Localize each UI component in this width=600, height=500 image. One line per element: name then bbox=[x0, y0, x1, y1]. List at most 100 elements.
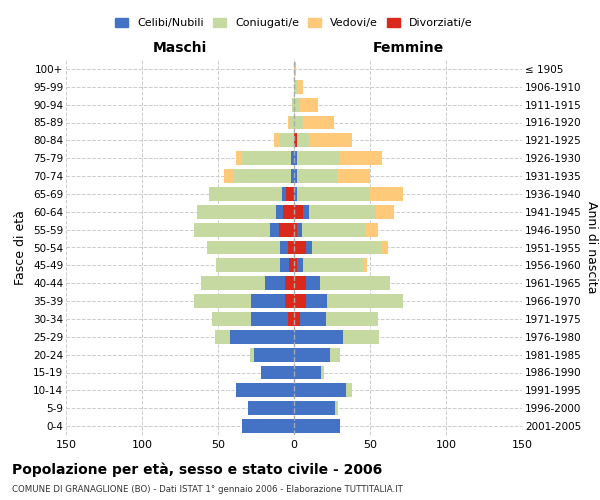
Bar bbox=[309, 205, 376, 219]
Bar bbox=[306, 276, 320, 290]
Bar bbox=[212, 312, 251, 326]
Bar bbox=[294, 366, 322, 380]
Bar bbox=[288, 312, 294, 326]
Bar bbox=[280, 240, 288, 254]
Bar bbox=[294, 116, 303, 130]
Bar bbox=[382, 240, 388, 254]
Bar bbox=[294, 80, 297, 94]
Bar bbox=[289, 116, 294, 130]
Bar bbox=[294, 134, 297, 147]
Bar bbox=[260, 366, 294, 380]
Bar bbox=[326, 312, 377, 326]
Bar bbox=[306, 240, 312, 254]
Bar bbox=[370, 187, 403, 201]
Bar bbox=[364, 258, 367, 272]
Bar bbox=[376, 205, 394, 219]
Bar bbox=[209, 187, 282, 201]
Y-axis label: Anni di nascita: Anni di nascita bbox=[585, 201, 598, 294]
Bar bbox=[309, 134, 352, 147]
Bar bbox=[280, 258, 289, 272]
Bar bbox=[294, 98, 300, 112]
Bar bbox=[320, 276, 390, 290]
Bar bbox=[303, 205, 309, 219]
Bar bbox=[224, 169, 233, 183]
Bar bbox=[294, 169, 297, 183]
Bar bbox=[288, 240, 294, 254]
Bar bbox=[297, 169, 337, 183]
Bar bbox=[297, 80, 303, 94]
Bar bbox=[291, 169, 294, 183]
Bar bbox=[297, 222, 302, 236]
Bar bbox=[297, 151, 340, 165]
Bar bbox=[217, 258, 280, 272]
Bar bbox=[294, 312, 300, 326]
Bar bbox=[289, 258, 294, 272]
Bar bbox=[302, 222, 365, 236]
Bar bbox=[300, 98, 319, 112]
Bar bbox=[294, 240, 306, 254]
Bar bbox=[280, 134, 294, 147]
Bar bbox=[343, 330, 379, 344]
Bar bbox=[286, 187, 294, 201]
Bar bbox=[297, 258, 303, 272]
Text: Femmine: Femmine bbox=[373, 40, 443, 54]
Bar bbox=[248, 401, 294, 415]
Bar bbox=[331, 348, 340, 362]
Bar bbox=[306, 294, 328, 308]
Bar bbox=[215, 330, 230, 344]
Bar bbox=[276, 205, 283, 219]
Bar bbox=[294, 294, 306, 308]
Bar bbox=[230, 330, 294, 344]
Bar bbox=[208, 240, 280, 254]
Bar bbox=[346, 384, 352, 398]
Bar bbox=[294, 62, 296, 76]
Bar bbox=[292, 98, 294, 112]
Bar bbox=[322, 366, 325, 380]
Bar bbox=[242, 151, 291, 165]
Text: COMUNE DI GRANAGLIONE (BO) - Dati ISTAT 1° gennaio 2006 - Elaborazione TUTTITALI: COMUNE DI GRANAGLIONE (BO) - Dati ISTAT … bbox=[12, 485, 403, 494]
Bar bbox=[283, 205, 294, 219]
Bar bbox=[288, 116, 289, 130]
Bar bbox=[251, 294, 285, 308]
Bar bbox=[294, 187, 297, 201]
Bar bbox=[365, 222, 377, 236]
Bar bbox=[303, 116, 334, 130]
Bar bbox=[340, 151, 382, 165]
Bar bbox=[194, 222, 269, 236]
Bar bbox=[197, 205, 276, 219]
Bar bbox=[236, 151, 242, 165]
Bar bbox=[294, 205, 303, 219]
Bar bbox=[303, 258, 364, 272]
Text: Popolazione per età, sesso e stato civile - 2006: Popolazione per età, sesso e stato civil… bbox=[12, 462, 382, 477]
Bar bbox=[265, 276, 285, 290]
Bar bbox=[294, 330, 343, 344]
Bar bbox=[236, 384, 294, 398]
Y-axis label: Fasce di età: Fasce di età bbox=[14, 210, 28, 285]
Bar bbox=[242, 419, 294, 433]
Bar bbox=[300, 312, 326, 326]
Bar bbox=[294, 384, 346, 398]
Bar bbox=[294, 222, 297, 236]
Bar bbox=[294, 348, 331, 362]
Bar bbox=[274, 134, 280, 147]
Bar bbox=[312, 240, 382, 254]
Bar bbox=[294, 276, 306, 290]
Bar bbox=[285, 294, 294, 308]
Bar bbox=[297, 134, 309, 147]
Bar bbox=[294, 419, 340, 433]
Bar bbox=[294, 401, 335, 415]
Bar bbox=[285, 276, 294, 290]
Bar bbox=[233, 169, 291, 183]
Bar bbox=[250, 348, 254, 362]
Bar bbox=[254, 348, 294, 362]
Bar bbox=[337, 169, 370, 183]
Text: Maschi: Maschi bbox=[153, 40, 207, 54]
Bar bbox=[294, 258, 297, 272]
Bar bbox=[294, 151, 297, 165]
Bar bbox=[194, 294, 251, 308]
Bar bbox=[297, 187, 370, 201]
Bar bbox=[269, 222, 279, 236]
Bar bbox=[291, 151, 294, 165]
Bar bbox=[279, 222, 294, 236]
Bar bbox=[335, 401, 338, 415]
